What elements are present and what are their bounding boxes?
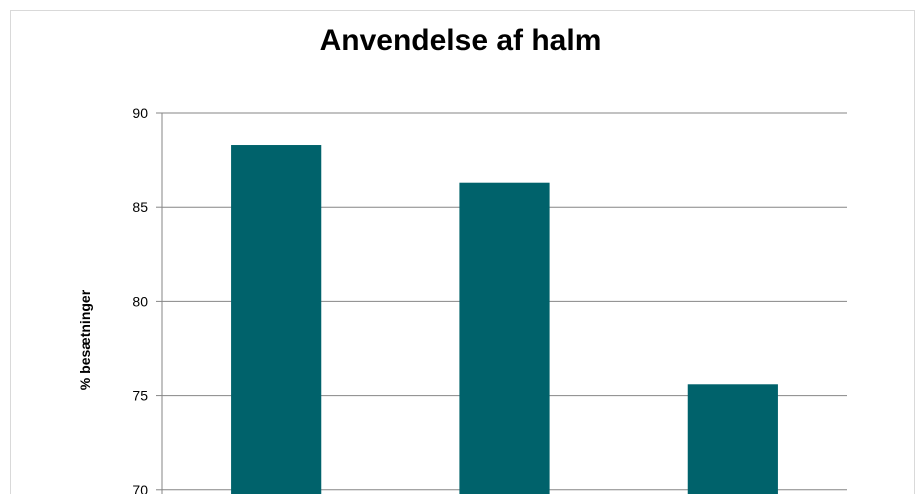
- bars: [231, 145, 778, 494]
- y-axis-label: % besætninger: [77, 289, 93, 390]
- y-tick-label: 90: [132, 105, 148, 121]
- y-tick-label: 70: [132, 482, 148, 494]
- bar: [231, 145, 322, 494]
- y-tick-label: 80: [132, 293, 148, 309]
- y-tick-label: 75: [132, 388, 148, 404]
- chart-title: Anvendelse af halm: [319, 24, 602, 57]
- bar: [687, 384, 778, 494]
- y-tick-label: 85: [132, 199, 148, 215]
- bar: [459, 182, 550, 494]
- y-tick-labels: 70 75 80 85 90: [132, 105, 148, 494]
